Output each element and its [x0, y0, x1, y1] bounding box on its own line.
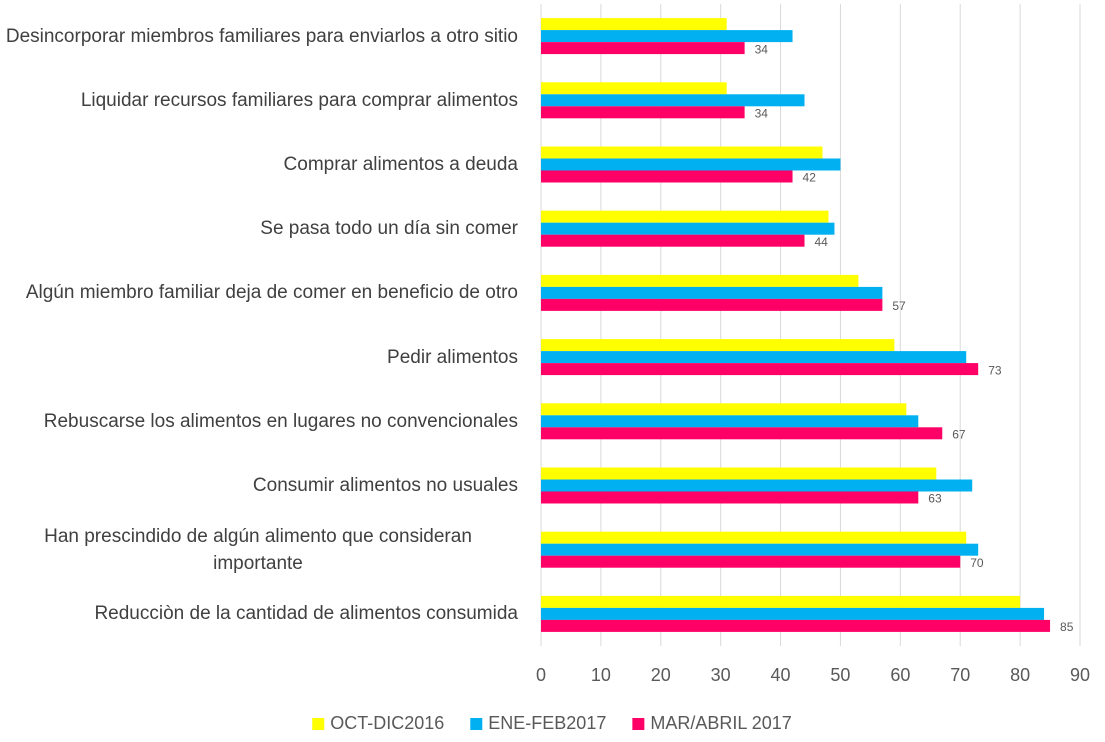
data-label: 57	[892, 299, 906, 313]
bar	[541, 543, 979, 556]
category-label-box: Algún miembro familiar deja de comer en …	[0, 261, 518, 325]
data-label: 34	[755, 106, 769, 120]
data-label: 73	[988, 363, 1002, 377]
x-tick-label: 90	[1070, 665, 1090, 685]
y-tick-label: Comprar alimentos a deuda	[283, 154, 518, 175]
bar	[541, 170, 793, 183]
bar	[541, 106, 745, 119]
y-tick-label: Han prescindido de algún alimento que co…	[44, 525, 472, 574]
x-tick-label: 20	[651, 665, 671, 685]
category-label-box: Liquidar recursos familiares para compra…	[0, 68, 518, 132]
category-label-box: Han prescindido de algún alimento que co…	[0, 518, 518, 582]
data-label: 44	[815, 235, 829, 249]
bar	[541, 415, 919, 428]
category-label-box: Rebuscarse los alimentos en lugares no c…	[0, 389, 518, 453]
bar	[541, 210, 829, 223]
bar	[541, 339, 895, 352]
x-tick-label: 40	[771, 665, 791, 685]
bar	[541, 298, 883, 311]
bar	[541, 351, 967, 364]
x-tick-label: 60	[890, 665, 910, 685]
bar	[541, 467, 937, 480]
category-label-box: Comprar alimentos a deuda	[0, 133, 518, 197]
bar	[541, 234, 805, 247]
y-tick-label: Reducciòn de la cantidad de alimentos co…	[94, 603, 518, 625]
data-label: 34	[755, 42, 769, 56]
bar	[541, 146, 823, 159]
bar	[541, 30, 793, 43]
data-label: 70	[970, 556, 984, 570]
bar	[541, 491, 919, 504]
y-tick-label: Rebuscarse los alimentos en lugares no c…	[43, 410, 518, 432]
y-tick-label: Desincorporar miembros familiares para e…	[5, 25, 518, 47]
legend-swatch	[312, 718, 325, 730]
legend-label: MAR/ABRIL 2017	[650, 713, 791, 733]
x-tick-label: 30	[711, 665, 731, 685]
category-label-box: Consumir alimentos no usuales	[0, 454, 518, 518]
data-label: 63	[928, 492, 942, 506]
y-tick-label: Pedir alimentos	[387, 346, 518, 368]
legend-label: ENE-FEB2017	[488, 713, 606, 733]
x-tick-label: 10	[591, 665, 611, 685]
bar	[541, 403, 907, 416]
bar	[541, 619, 1051, 632]
data-label: 67	[952, 427, 966, 441]
y-tick-label: Consumir alimentos no usuales	[252, 475, 518, 496]
category-label-box: Reducciòn de la cantidad de alimentos co…	[0, 582, 518, 646]
bar	[541, 18, 727, 31]
bar	[541, 555, 961, 568]
bar	[541, 595, 1021, 608]
y-tick-label: Liquidar recursos familiares para compra…	[80, 89, 518, 111]
category-label-box: Desincorporar miembros familiares para e…	[0, 4, 518, 68]
bar	[541, 363, 979, 376]
bar	[541, 42, 745, 55]
data-label: 85	[1060, 620, 1074, 634]
category-label-box: Se pasa todo un día sin comer	[0, 197, 518, 261]
bar	[541, 607, 1045, 620]
legend-label: OCT-DIC2016	[330, 713, 444, 733]
bar	[541, 222, 835, 235]
x-tick-label: 0	[536, 665, 546, 685]
bar	[541, 479, 973, 492]
bar	[541, 427, 943, 440]
bar	[541, 82, 727, 95]
y-tick-label: Algún miembro familiar deja de comer en …	[25, 282, 518, 304]
bar	[541, 531, 967, 544]
bar	[541, 158, 841, 171]
legend-swatch	[632, 718, 645, 730]
legend-swatch	[470, 718, 483, 730]
x-tick-label: 50	[830, 665, 850, 685]
category-label-box: Pedir alimentos	[0, 325, 518, 389]
bar	[541, 286, 883, 299]
x-tick-label: 70	[950, 665, 970, 685]
data-label: 42	[803, 171, 817, 185]
bar	[541, 274, 859, 287]
y-tick-label: Se pasa todo un día sin comer	[260, 218, 518, 240]
x-tick-label: 80	[1010, 665, 1030, 685]
bar	[541, 94, 805, 107]
